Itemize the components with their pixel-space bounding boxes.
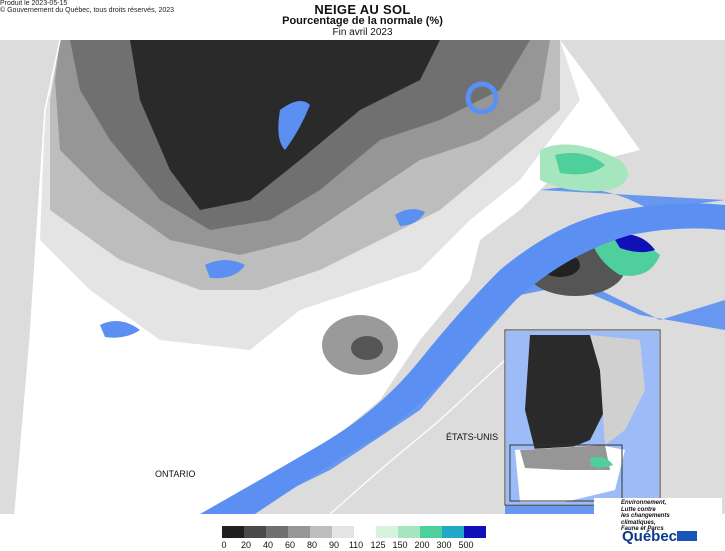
ministry-line-2: Lutte contre <box>621 506 656 513</box>
grey-blob-core <box>351 336 383 360</box>
inset-mid-grey <box>520 445 610 470</box>
legend-tick-label: 60 <box>284 540 296 550</box>
legend-swatch <box>398 526 420 538</box>
province-border <box>14 40 61 514</box>
legend-tick-label: 80 <box>306 540 318 550</box>
inset-labrador <box>590 335 645 445</box>
inset-map <box>504 329 661 506</box>
legend-swatch <box>266 526 288 538</box>
legend-swatch <box>442 526 464 538</box>
legend-tick-label: 500 <box>458 540 474 550</box>
legend-tick-label: 125 <box>370 540 386 550</box>
legend-swatch <box>332 526 354 538</box>
legend-swatch <box>354 526 376 538</box>
green-core-north-shore <box>555 152 605 175</box>
legend-tick-label: 110 <box>348 540 364 550</box>
legend-tick-label: 90 <box>328 540 340 550</box>
legend-tick-label: 300 <box>436 540 452 550</box>
inset-extent-box <box>509 444 623 502</box>
lake-abitibi <box>100 321 140 338</box>
legend-tick-label: 150 <box>392 540 408 550</box>
map-title: NEIGE AU SOL <box>314 2 411 17</box>
legend-tick-label: 20 <box>240 540 252 550</box>
us-border <box>329 359 506 514</box>
legend-tick-label: 200 <box>414 540 430 550</box>
lake-saint-jean <box>395 209 425 226</box>
produced-date: Produit le 2023-05-15 <box>0 0 68 7</box>
snow-map <box>0 40 725 514</box>
ministry-line-5: Faune et Parcs <box>621 526 664 532</box>
map-period: Fin avril 2023 <box>332 27 393 38</box>
ministry-line-1: Environnement, <box>621 500 667 506</box>
quebec-wordmark: Québec <box>622 528 678 545</box>
quebec-flag-icon <box>677 531 697 541</box>
legend-swatch <box>288 526 310 538</box>
st-lawrence-river <box>200 203 725 514</box>
manicouagan-reservoir <box>465 81 499 115</box>
legend-swatch <box>222 526 244 538</box>
label-ontario: ONTARIO <box>155 469 196 479</box>
label-etats-unis: ÉTATS-UNIS <box>446 432 499 442</box>
inset-green <box>590 456 613 468</box>
inset-north-dark <box>525 335 605 450</box>
legend-tick-label: 0 <box>221 540 227 550</box>
blue-gaspe <box>612 234 655 253</box>
lake-mistassini <box>278 101 310 150</box>
legend-swatch <box>376 526 398 538</box>
legend-swatch <box>464 526 486 538</box>
legend-swatch <box>310 526 332 538</box>
legend-tick-label: 40 <box>262 540 274 550</box>
ministry-line-4: climatiques, <box>621 519 656 526</box>
legend-swatch <box>244 526 266 538</box>
map-subtitle: Pourcentage de la normale (%) <box>282 15 443 27</box>
ministry-logo: Environnement, Lutte contre les changeme… <box>594 498 722 546</box>
legend-swatch <box>420 526 442 538</box>
ministry-line-3: les changements <box>621 513 670 519</box>
reservoir-gouin <box>205 260 245 279</box>
copyright-notice: © Gouvernement du Québec, tous droits ré… <box>0 7 175 14</box>
